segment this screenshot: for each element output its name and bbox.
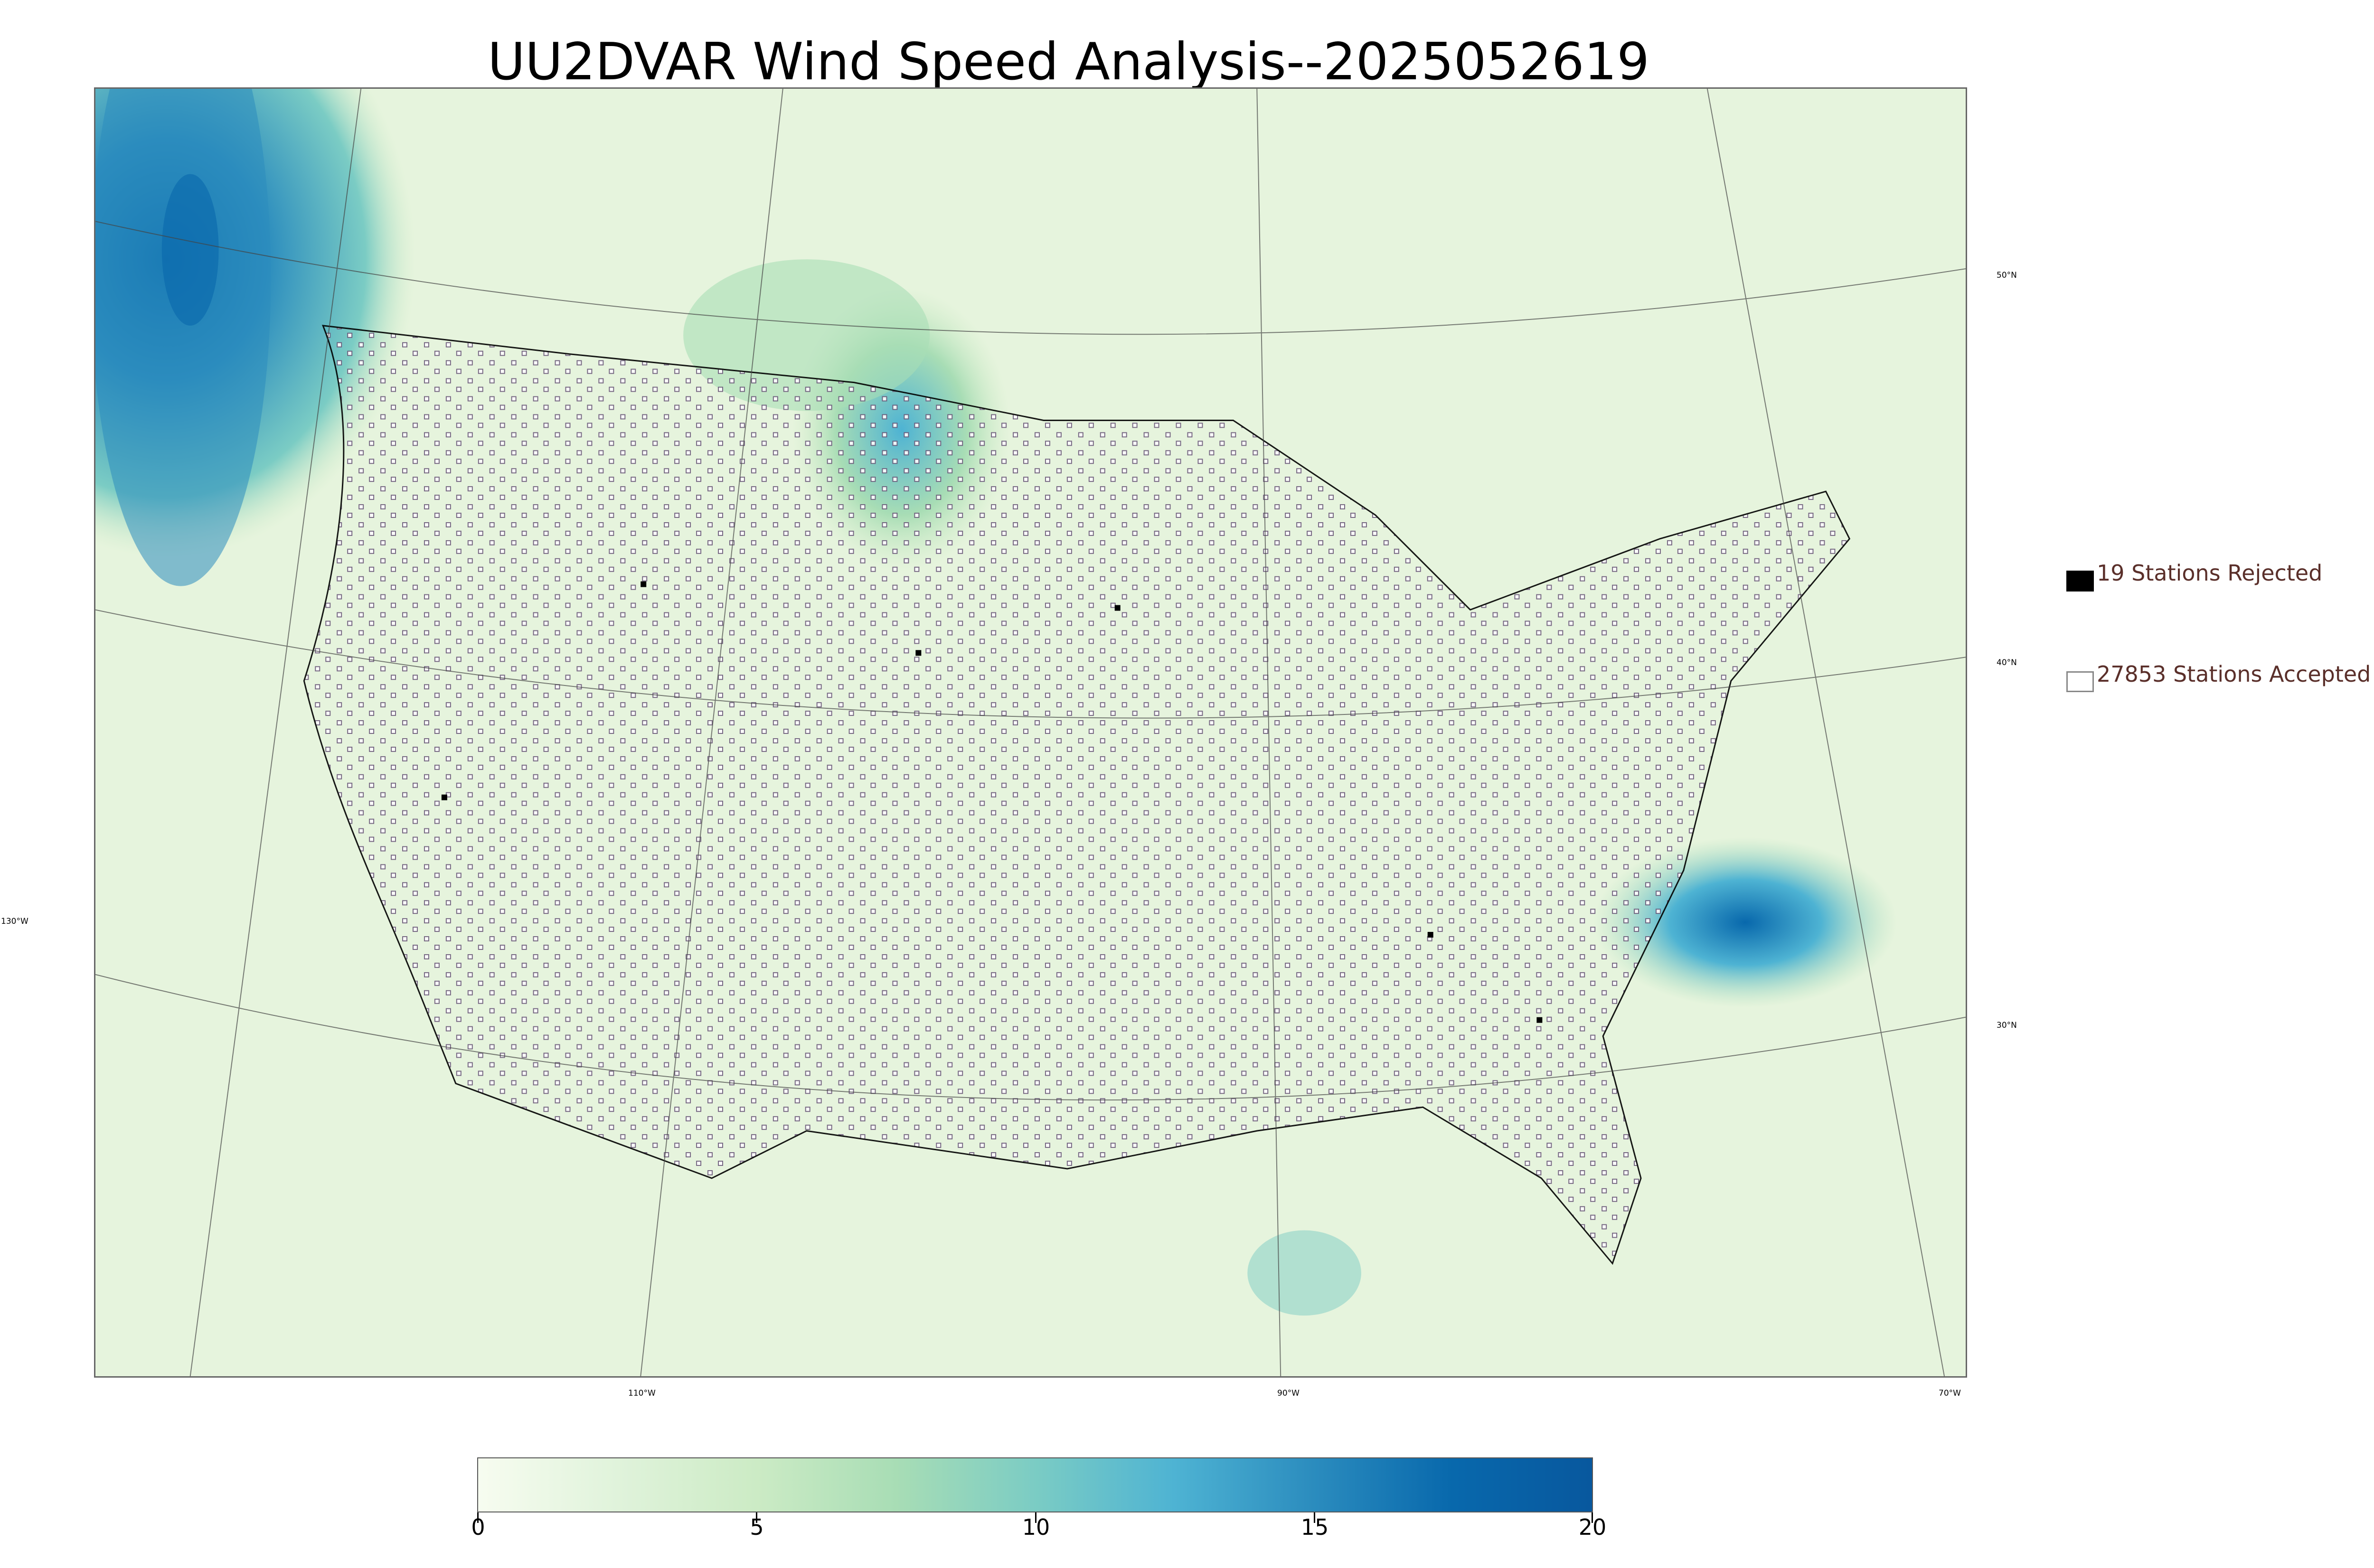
map-canvas <box>95 89 1966 1376</box>
lat-label-30n: 30°N <box>1997 1021 2017 1030</box>
rejected-legend-label: 19 Stations Rejected <box>2097 560 2323 586</box>
map-title: UU2DVAR Wind Speed Analysis--2025052619 <box>488 32 1649 92</box>
lon-label-90w: 90°W <box>1277 1389 1300 1398</box>
lon-label-130w: 130°W <box>1 917 28 926</box>
colorbar-tick-10 <box>1035 1512 1036 1523</box>
lon-label-110w: 110°W <box>628 1389 656 1398</box>
colorbar-tick-label-20: 20 <box>1578 1514 1607 1540</box>
accepted-station-marker <box>2066 671 2094 692</box>
colorbar-tick-20 <box>1592 1512 1593 1523</box>
rejected-station-marker <box>2066 571 2094 592</box>
colorbar-tick-0 <box>477 1512 479 1523</box>
colorbar <box>477 1457 1593 1512</box>
colorbar-tick-5 <box>756 1512 757 1523</box>
wind-speed-map[interactable] <box>94 87 1967 1378</box>
lon-label-70w: 70°W <box>1939 1389 1961 1398</box>
colorbar-tick-label-10: 10 <box>1022 1514 1050 1540</box>
colorbar-tick-15 <box>1314 1512 1315 1523</box>
colorbar-tick-label-0: 0 <box>471 1514 485 1540</box>
lat-label-50n: 50°N <box>1997 271 2017 280</box>
colorbar-tick-label-15: 15 <box>1300 1514 1329 1540</box>
colorbar-tick-label-5: 5 <box>750 1514 764 1540</box>
lat-label-40n: 40°N <box>1997 658 2017 667</box>
accepted-legend-label: 27853 Stations Accepted <box>2097 661 2371 687</box>
colorbar-gradient <box>478 1458 1592 1512</box>
